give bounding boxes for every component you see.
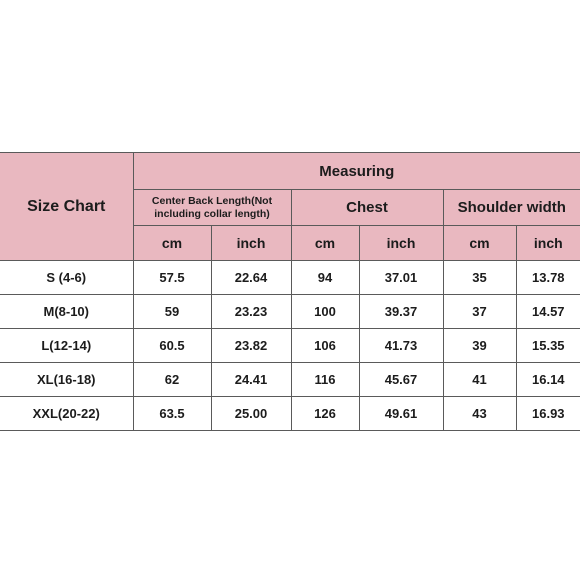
unit-inch-chest: inch bbox=[358, 225, 444, 261]
size-label: M(8-10) bbox=[0, 294, 134, 329]
chest-inch: 39.37 bbox=[358, 294, 444, 329]
size-label: L(12-14) bbox=[0, 328, 134, 363]
size-label: XL(16-18) bbox=[0, 362, 134, 397]
unit-cm-shoulder: cm bbox=[442, 225, 517, 261]
shoulder-inch: 16.93 bbox=[515, 396, 580, 431]
length-inch: 24.41 bbox=[210, 362, 292, 397]
chest-cm: 106 bbox=[290, 328, 360, 363]
length-cm: 62 bbox=[132, 362, 212, 397]
table-row: XL(16-18) 62 24.41 116 45.67 41 16.14 bbox=[0, 362, 580, 397]
size-label: S (4-6) bbox=[0, 260, 134, 295]
chest-inch: 37.01 bbox=[358, 260, 444, 295]
unit-inch-shoulder: inch bbox=[515, 225, 580, 261]
size-chart: Size Chart Measuring Center Back Length(… bbox=[0, 152, 580, 431]
chest-cm: 116 bbox=[290, 362, 360, 397]
size-chart-title: Size Chart bbox=[0, 152, 134, 261]
unit-cm-chest: cm bbox=[290, 225, 360, 261]
shoulder-cm: 35 bbox=[442, 260, 517, 295]
chest-inch: 41.73 bbox=[358, 328, 444, 363]
shoulder-inch: 16.14 bbox=[515, 362, 580, 397]
size-label: XXL(20-22) bbox=[0, 396, 134, 431]
shoulder-inch: 13.78 bbox=[515, 260, 580, 295]
table-row: S (4-6) 57.5 22.64 94 37.01 35 13.78 bbox=[0, 260, 580, 295]
unit-inch-length: inch bbox=[210, 225, 292, 261]
chest-inch: 45.67 bbox=[358, 362, 444, 397]
chest-header: Chest bbox=[290, 189, 444, 226]
length-cm: 57.5 bbox=[132, 260, 212, 295]
chest-inch: 49.61 bbox=[358, 396, 444, 431]
shoulder-cm: 37 bbox=[442, 294, 517, 329]
table-row: XXL(20-22) 63.5 25.00 126 49.61 43 16.93 bbox=[0, 396, 580, 431]
chest-cm: 94 bbox=[290, 260, 360, 295]
shoulder-width-header: Shoulder width bbox=[442, 189, 580, 226]
shoulder-inch: 15.35 bbox=[515, 328, 580, 363]
length-cm: 60.5 bbox=[132, 328, 212, 363]
length-inch: 25.00 bbox=[210, 396, 292, 431]
shoulder-cm: 39 bbox=[442, 328, 517, 363]
length-cm: 63.5 bbox=[132, 396, 212, 431]
size-chart-table: Size Chart Measuring Center Back Length(… bbox=[0, 152, 580, 431]
shoulder-cm: 41 bbox=[442, 362, 517, 397]
length-inch: 22.64 bbox=[210, 260, 292, 295]
table-row: L(12-14) 60.5 23.82 106 41.73 39 15.35 bbox=[0, 328, 580, 363]
chest-cm: 100 bbox=[290, 294, 360, 329]
shoulder-inch: 14.57 bbox=[515, 294, 580, 329]
chest-cm: 126 bbox=[290, 396, 360, 431]
shoulder-cm: 43 bbox=[442, 396, 517, 431]
length-inch: 23.23 bbox=[210, 294, 292, 329]
length-cm: 59 bbox=[132, 294, 212, 329]
center-back-length-header: Center Back Length(Not including collar … bbox=[132, 189, 292, 226]
unit-cm-length: cm bbox=[132, 225, 212, 261]
table-row: M(8-10) 59 23.23 100 39.37 37 14.57 bbox=[0, 294, 580, 329]
measuring-header: Measuring bbox=[132, 152, 580, 190]
length-inch: 23.82 bbox=[210, 328, 292, 363]
